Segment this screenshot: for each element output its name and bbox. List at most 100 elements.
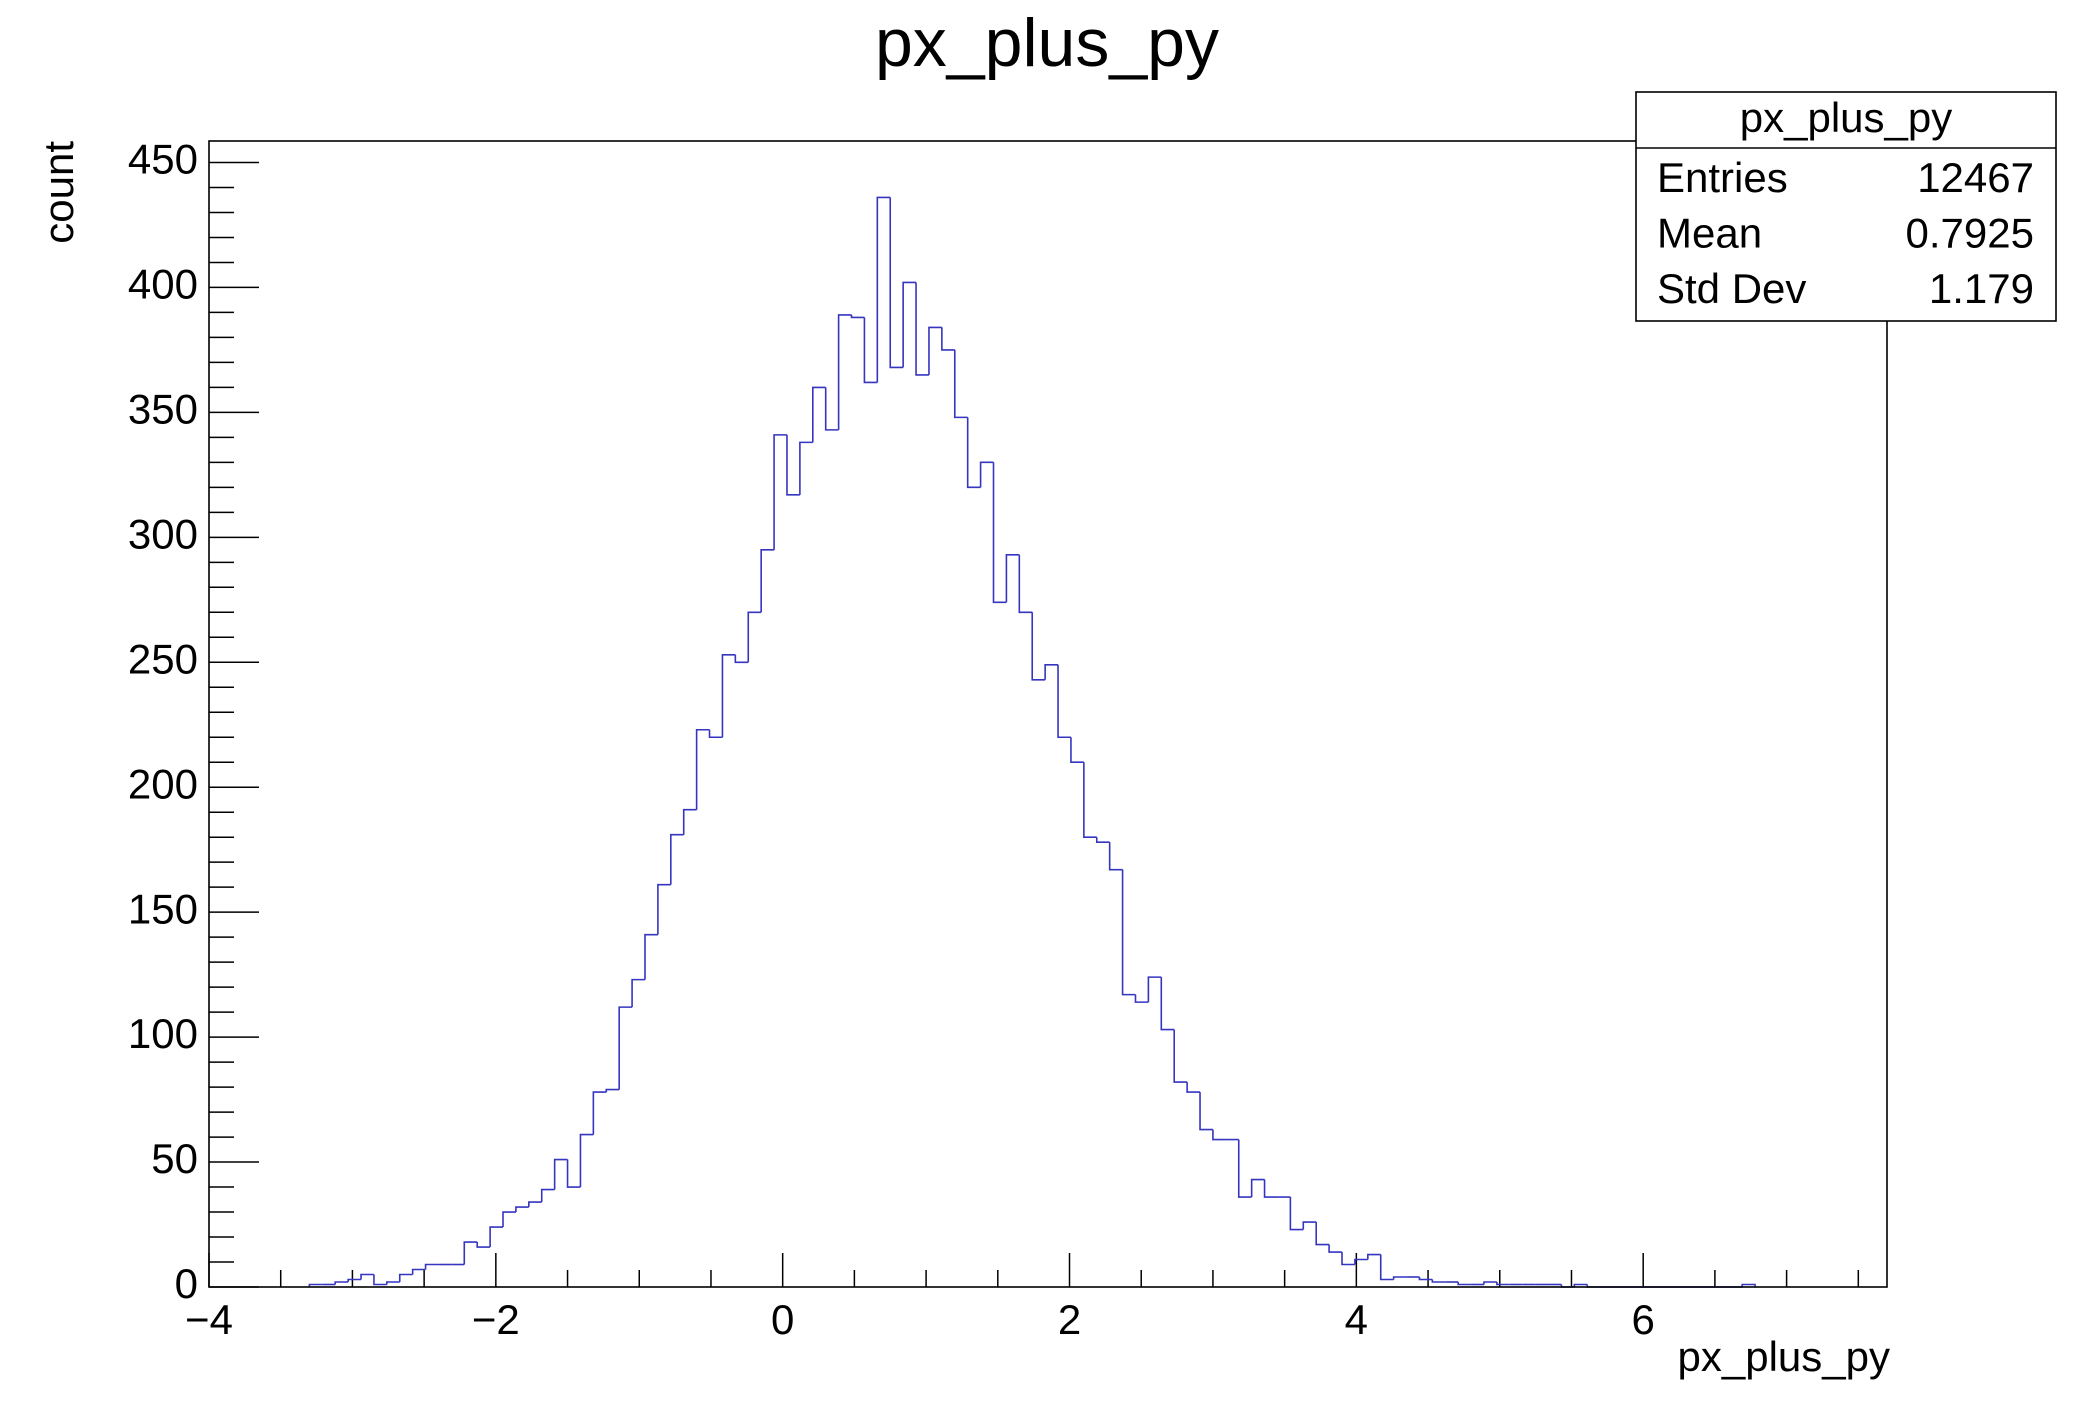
histogram-bin <box>824 387 839 431</box>
stats-label: Entries <box>1657 154 1788 201</box>
y-tick-label: 0 <box>175 1260 198 1307</box>
histogram-bin <box>1095 837 1110 843</box>
stats-value: 0.7925 <box>1906 210 2034 257</box>
histogram-bin <box>386 1281 400 1285</box>
histogram-bin <box>1199 1092 1213 1131</box>
x-tick-label: 0 <box>771 1296 794 1343</box>
x-tick-label: 2 <box>1058 1296 1081 1343</box>
histogram-bin <box>1121 869 1136 996</box>
histogram-bin <box>334 1281 349 1285</box>
histogram-bin <box>708 729 723 739</box>
histogram-bin <box>721 653 736 738</box>
stats-box <box>1635 91 2057 322</box>
histogram-bin <box>1341 1252 1355 1266</box>
histogram-bin <box>992 462 1007 604</box>
histogram-bin <box>502 1211 516 1228</box>
histogram-bin <box>1108 842 1123 871</box>
y-tick-label: 200 <box>128 760 198 807</box>
histogram-bin <box>347 1278 362 1282</box>
histogram-bin <box>476 1242 491 1248</box>
histogram-bin <box>1367 1253 1381 1260</box>
histogram-bin <box>747 611 762 663</box>
y-tick-label: 100 <box>128 1010 198 1057</box>
histogram-bin <box>1354 1258 1368 1265</box>
y-tick-label: 300 <box>128 510 198 557</box>
histogram-bin <box>1379 1254 1394 1281</box>
stats-title: px_plus_py <box>1740 94 1952 141</box>
histogram-bin <box>1237 1139 1252 1198</box>
histogram-bin <box>424 1263 439 1270</box>
histogram-bin <box>1457 1282 1472 1286</box>
histogram-bin <box>837 314 852 430</box>
histogram-bin <box>1031 612 1046 681</box>
histogram-bin <box>644 933 658 980</box>
x-tick-label: 6 <box>1632 1296 1655 1343</box>
histogram-bin <box>1741 1283 1756 1287</box>
y-tick-label: 350 <box>128 385 198 432</box>
histogram-bin <box>1328 1244 1343 1253</box>
x-axis-title: px_plus_py <box>1678 1333 1890 1380</box>
histogram-bin <box>863 317 878 384</box>
histogram-bin <box>682 808 697 835</box>
histogram-bin <box>953 349 968 419</box>
histogram-bin <box>876 196 891 383</box>
histogram-bin <box>1573 1283 1588 1287</box>
histogram-bin <box>1302 1221 1317 1230</box>
histogram-bin <box>566 1159 581 1188</box>
stats-value: 1.179 <box>1929 265 2034 312</box>
y-tick-label: 450 <box>128 136 198 183</box>
histogram-bin <box>941 327 955 351</box>
histogram-bin <box>1160 977 1175 1031</box>
histogram-bin <box>915 282 929 376</box>
y-tick-label: 400 <box>128 261 198 308</box>
histogram-bin <box>979 461 994 488</box>
histogram-bin <box>734 654 749 664</box>
histogram-bin <box>799 441 813 495</box>
y-tick-label: 50 <box>151 1135 198 1182</box>
histogram-bin <box>695 728 710 810</box>
y-axis-title: count <box>35 141 82 244</box>
histogram-bin <box>1483 1281 1497 1285</box>
histogram-bin <box>928 326 942 375</box>
histogram-bin <box>1173 1029 1188 1083</box>
histogram-bin <box>553 1158 568 1190</box>
x-tick-label: −2 <box>472 1296 520 1343</box>
histogram-bin <box>579 1133 594 1188</box>
y-tick-label: 250 <box>128 635 198 682</box>
histogram-bin <box>398 1273 413 1282</box>
histogram-bin <box>1263 1179 1278 1198</box>
histogram-bin <box>373 1274 387 1286</box>
stats-label: Std Dev <box>1657 265 1806 312</box>
histogram-bin <box>540 1188 555 1203</box>
histogram-bin <box>618 1006 633 1090</box>
histogram-bin <box>1496 1282 1510 1286</box>
histogram-bin <box>1186 1082 1201 1093</box>
histogram-bin <box>670 833 684 885</box>
histogram-bin <box>308 1283 323 1287</box>
histogram-bin <box>773 434 787 550</box>
histogram-bin <box>1212 1129 1226 1141</box>
y-tick-label: 150 <box>128 885 198 932</box>
histogram-bin <box>1044 663 1059 680</box>
histogram-bin <box>1250 1178 1265 1198</box>
histogram-bin <box>1018 554 1033 614</box>
histogram-bin <box>528 1201 542 1208</box>
histogram-bin <box>1418 1277 1433 1281</box>
histogram-bin <box>605 1088 620 1093</box>
histogram-bin <box>1134 994 1149 1003</box>
histogram-bin <box>786 434 800 496</box>
histogram-bin <box>411 1268 426 1275</box>
histogram-bin <box>1057 664 1071 739</box>
histogram-bin <box>360 1273 374 1280</box>
histogram-bin <box>811 386 826 443</box>
x-tick-label: −4 <box>185 1296 233 1343</box>
histogram-bin <box>657 883 671 935</box>
histogram-bin <box>515 1206 529 1213</box>
histogram-bin <box>489 1226 504 1248</box>
histogram-bin <box>1431 1279 1446 1283</box>
stats-value: 12467 <box>1917 154 2034 201</box>
histogram-bin <box>1315 1222 1330 1246</box>
histogram-bin <box>966 417 981 489</box>
